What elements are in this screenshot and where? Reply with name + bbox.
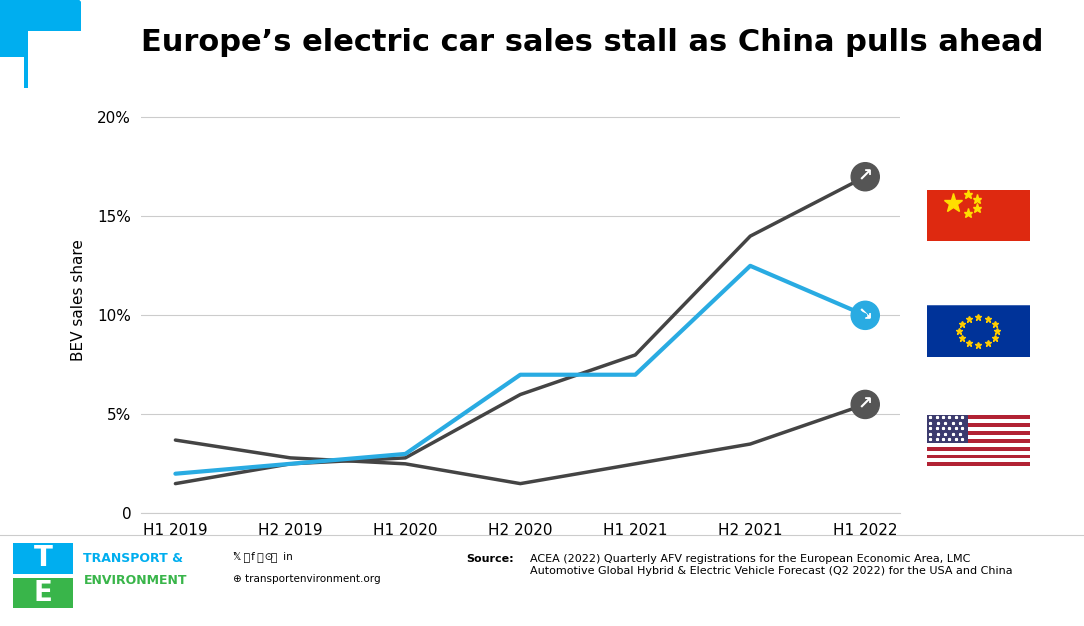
- Bar: [0, 57, 24, 88]
- Bar: [13, 543, 73, 573]
- Text: E: E: [34, 579, 52, 607]
- Bar: [927, 415, 1030, 419]
- FancyBboxPatch shape: [0, 0, 83, 94]
- Y-axis label: BEV sales share: BEV sales share: [72, 240, 87, 361]
- Bar: [927, 446, 1030, 451]
- Text: ACEA (2022) Quarterly AFV registrations for the European Economic Area, LMC
Auto: ACEA (2022) Quarterly AFV registrations …: [530, 554, 1012, 576]
- Bar: [927, 415, 968, 443]
- Text: ↘: ↘: [857, 306, 873, 324]
- Text: 𝕏   f   ⊙   in: 𝕏 f ⊙ in: [233, 552, 293, 562]
- Text: T: T: [34, 544, 52, 572]
- Text: Source:: Source:: [466, 554, 514, 564]
- Text: ENVIRONMENT: ENVIRONMENT: [83, 574, 186, 587]
- Bar: [927, 423, 1030, 427]
- Bar: [13, 578, 73, 608]
- Text: ↗: ↗: [857, 396, 873, 413]
- Bar: [927, 431, 1030, 435]
- Bar: [28, 31, 81, 88]
- Text: Europe’s electric car sales stall as China pulls ahead: Europe’s electric car sales stall as Chi…: [141, 28, 1043, 57]
- Text: TRANSPORT &: TRANSPORT &: [83, 552, 183, 565]
- Bar: [927, 439, 1030, 443]
- Text: ’      : ’   : [233, 552, 278, 562]
- Bar: [927, 463, 1030, 466]
- Text: ⊕ transportenvironment.org: ⊕ transportenvironment.org: [233, 574, 380, 584]
- Bar: [927, 454, 1030, 458]
- Text: ↗: ↗: [857, 168, 873, 186]
